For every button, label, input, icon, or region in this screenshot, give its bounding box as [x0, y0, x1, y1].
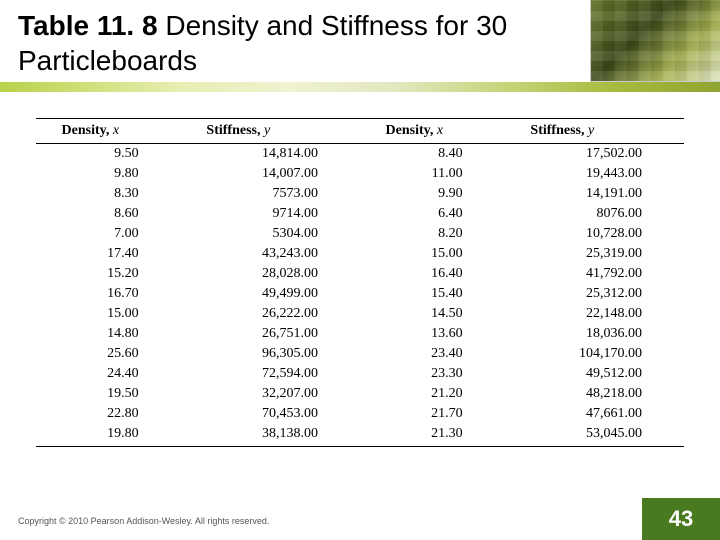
- accent-bar: [0, 82, 720, 92]
- copyright-text: Copyright © 2010 Pearson Addison-Wesley.…: [18, 516, 269, 526]
- table-cell: 10,728.00: [477, 224, 684, 244]
- table-row: 15.0026,222.0014.5022,148.00: [36, 304, 684, 324]
- table-cell: 28,028.00: [153, 264, 360, 284]
- page-number-badge: 43: [642, 498, 720, 540]
- slide-title: Table 11. 8 Density and Stiffness for 30…: [18, 8, 580, 78]
- table-cell: 104,170.00: [477, 344, 684, 364]
- table-cell: 15.40: [360, 284, 477, 304]
- table-cell: 15.00: [360, 244, 477, 264]
- table-row: 16.7049,499.0015.4025,312.00: [36, 284, 684, 304]
- col-header-density-1: Density, x: [36, 119, 153, 144]
- table-cell: 13.60: [360, 324, 477, 344]
- table-cell: 9.80: [36, 164, 153, 184]
- table-cell: 14,191.00: [477, 184, 684, 204]
- table-cell: 26,751.00: [153, 324, 360, 344]
- table-cell: 11.00: [360, 164, 477, 184]
- table-cell: 9714.00: [153, 204, 360, 224]
- page-number: 43: [669, 506, 693, 532]
- table-cell: 25.60: [36, 344, 153, 364]
- table-cell: 16.40: [360, 264, 477, 284]
- table-cell: 21.30: [360, 424, 477, 447]
- table-row: 24.4072,594.0023.3049,512.00: [36, 364, 684, 384]
- table-cell: 8.40: [360, 144, 477, 165]
- table-cell: 18,036.00: [477, 324, 684, 344]
- table-row: 9.8014,007.0011.0019,443.00: [36, 164, 684, 184]
- table-cell: 17.40: [36, 244, 153, 264]
- table-cell: 8.30: [36, 184, 153, 204]
- table-header-row: Density, x Stiffness, y Density, x Stiff…: [36, 119, 684, 144]
- table-cell: 8.20: [360, 224, 477, 244]
- table-cell: 19.50: [36, 384, 153, 404]
- table-cell: 14.50: [360, 304, 477, 324]
- col-header-stiffness-2: Stiffness, y: [477, 119, 684, 144]
- table-cell: 19.80: [36, 424, 153, 447]
- table-cell: 14,814.00: [153, 144, 360, 165]
- table-cell: 53,045.00: [477, 424, 684, 447]
- table-row: 19.5032,207.0021.2048,218.00: [36, 384, 684, 404]
- table-body: 9.5014,814.008.4017,502.009.8014,007.001…: [36, 144, 684, 447]
- table-cell: 17,502.00: [477, 144, 684, 165]
- table-cell: 22.80: [36, 404, 153, 424]
- table-cell: 15.20: [36, 264, 153, 284]
- table-cell: 38,138.00: [153, 424, 360, 447]
- col-header-density-2: Density, x: [360, 119, 477, 144]
- data-table-container: Density, x Stiffness, y Density, x Stiff…: [36, 118, 684, 447]
- table-cell: 25,312.00: [477, 284, 684, 304]
- title-prefix: Table 11. 8: [18, 10, 158, 41]
- table-row: 25.6096,305.0023.40104,170.00: [36, 344, 684, 364]
- table-cell: 7573.00: [153, 184, 360, 204]
- table-row: 14.8026,751.0013.6018,036.00: [36, 324, 684, 344]
- table-cell: 8.60: [36, 204, 153, 224]
- table-cell: 7.00: [36, 224, 153, 244]
- table-cell: 21.20: [360, 384, 477, 404]
- table-cell: 16.70: [36, 284, 153, 304]
- table-cell: 25,319.00: [477, 244, 684, 264]
- table-cell: 32,207.00: [153, 384, 360, 404]
- table-cell: 9.90: [360, 184, 477, 204]
- table-cell: 23.30: [360, 364, 477, 384]
- table-cell: 24.40: [36, 364, 153, 384]
- table-cell: 43,243.00: [153, 244, 360, 264]
- data-table: Density, x Stiffness, y Density, x Stiff…: [36, 118, 684, 447]
- table-cell: 96,305.00: [153, 344, 360, 364]
- table-cell: 70,453.00: [153, 404, 360, 424]
- table-row: 9.5014,814.008.4017,502.00: [36, 144, 684, 165]
- table-cell: 47,661.00: [477, 404, 684, 424]
- col-header-stiffness-1: Stiffness, y: [153, 119, 360, 144]
- table-row: 8.307573.009.9014,191.00: [36, 184, 684, 204]
- table-cell: 15.00: [36, 304, 153, 324]
- table-cell: 5304.00: [153, 224, 360, 244]
- table-cell: 14,007.00: [153, 164, 360, 184]
- table-cell: 8076.00: [477, 204, 684, 224]
- table-cell: 14.80: [36, 324, 153, 344]
- table-cell: 48,218.00: [477, 384, 684, 404]
- table-row: 7.005304.008.2010,728.00: [36, 224, 684, 244]
- table-cell: 41,792.00: [477, 264, 684, 284]
- table-cell: 49,512.00: [477, 364, 684, 384]
- table-cell: 9.50: [36, 144, 153, 165]
- table-cell: 26,222.00: [153, 304, 360, 324]
- table-cell: 21.70: [360, 404, 477, 424]
- table-cell: 72,594.00: [153, 364, 360, 384]
- table-row: 15.2028,028.0016.4041,792.00: [36, 264, 684, 284]
- table-row: 22.8070,453.0021.7047,661.00: [36, 404, 684, 424]
- table-cell: 22,148.00: [477, 304, 684, 324]
- corner-decoration: [590, 0, 720, 82]
- table-cell: 49,499.00: [153, 284, 360, 304]
- table-cell: 6.40: [360, 204, 477, 224]
- table-cell: 19,443.00: [477, 164, 684, 184]
- table-row: 19.8038,138.0021.3053,045.00: [36, 424, 684, 447]
- table-row: 17.4043,243.0015.0025,319.00: [36, 244, 684, 264]
- table-row: 8.609714.006.408076.00: [36, 204, 684, 224]
- table-cell: 23.40: [360, 344, 477, 364]
